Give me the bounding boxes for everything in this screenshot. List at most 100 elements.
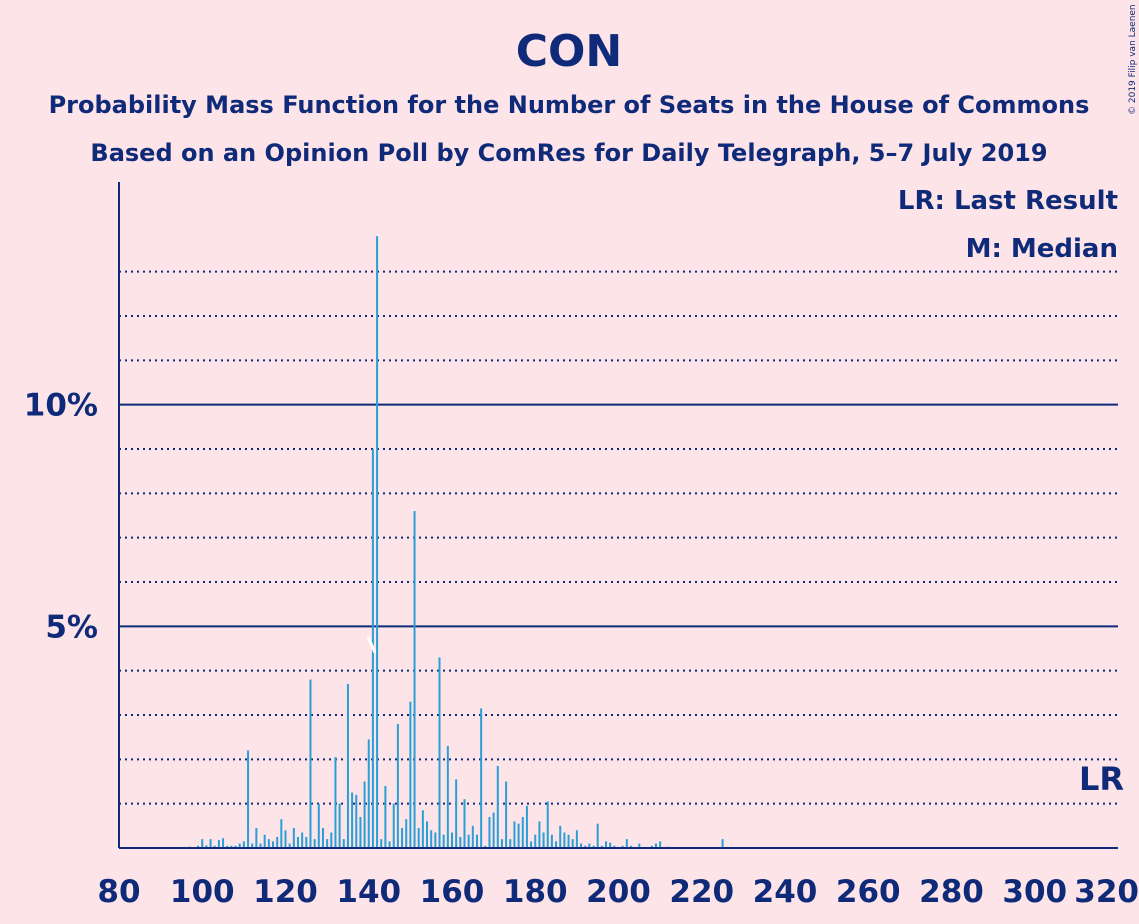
bar-seat-123 xyxy=(296,836,299,848)
bar-seat-178 xyxy=(525,805,528,848)
bar-seat-107 xyxy=(230,845,233,848)
bar-seat-140 xyxy=(367,739,370,848)
bar-seat-117 xyxy=(272,841,275,848)
bar-seat-149 xyxy=(405,819,408,848)
bar-seat-201 xyxy=(621,845,624,848)
bar-seat-131 xyxy=(330,832,333,848)
bar-seat-169 xyxy=(488,816,491,848)
bar-seat-158 xyxy=(442,834,445,848)
bar-seat-116 xyxy=(267,839,270,848)
bar-seat-193 xyxy=(588,843,591,848)
legend-median: M: Median xyxy=(966,234,1118,264)
bar-seat-154 xyxy=(426,821,429,848)
bar-seat-194 xyxy=(592,845,595,848)
bar-seat-133 xyxy=(338,803,341,848)
bar-seat-209 xyxy=(654,843,657,848)
bar-seat-119 xyxy=(280,819,283,848)
bar-seat-187 xyxy=(563,832,566,848)
bar-seat-100 xyxy=(201,839,204,848)
bar-seat-153 xyxy=(421,810,424,848)
chart-subtitle-1: Probability Mass Function for the Number… xyxy=(49,91,1090,119)
bar-seat-177 xyxy=(521,816,524,848)
bar-seat-208 xyxy=(650,845,653,848)
legend-last-result: LR: Last Result xyxy=(898,186,1118,216)
bar-seat-225 xyxy=(721,839,724,848)
bar-seat-163 xyxy=(463,799,466,848)
last-result-label: LR xyxy=(1079,760,1124,798)
bar-seat-165 xyxy=(471,825,474,848)
x-tick-label: 200 xyxy=(586,874,651,910)
bar-seat-134 xyxy=(342,839,345,848)
bar-seat-199 xyxy=(613,845,616,848)
bar-seat-181 xyxy=(538,821,541,848)
bar-seat-180 xyxy=(534,834,537,848)
y-tick-label: 5% xyxy=(45,609,98,645)
bar-seat-159 xyxy=(446,746,449,848)
bar-seat-108 xyxy=(234,845,237,848)
bar-seat-128 xyxy=(317,803,320,848)
y-tick-label: 10% xyxy=(24,388,98,424)
bar-seat-167 xyxy=(480,708,483,848)
bars xyxy=(180,236,724,849)
bar-seat-125 xyxy=(305,836,308,848)
bar-seat-161 xyxy=(455,779,458,848)
bar-seat-174 xyxy=(509,839,512,848)
bar-seat-138 xyxy=(359,816,362,848)
bar-seat-189 xyxy=(571,839,574,848)
bar-seat-173 xyxy=(505,781,508,848)
bar-seat-190 xyxy=(575,830,578,848)
bar-seat-142 xyxy=(376,236,379,848)
x-tick-label: 240 xyxy=(753,874,818,910)
bar-seat-135 xyxy=(346,683,349,848)
bar-seat-171 xyxy=(496,765,499,848)
bar-seat-114 xyxy=(259,843,262,848)
x-tick-label: 180 xyxy=(503,874,568,910)
bar-seat-136 xyxy=(351,792,354,848)
bar-seat-150 xyxy=(409,701,412,848)
bar-seat-121 xyxy=(288,843,291,848)
y-tick-labels: 5% 10% xyxy=(24,388,98,646)
bar-seat-175 xyxy=(513,821,516,848)
bar-seat-192 xyxy=(584,845,587,848)
bar-seat-112 xyxy=(251,843,254,848)
bar-seat-157 xyxy=(438,657,441,848)
bar-seat-124 xyxy=(301,832,304,848)
bar-seat-152 xyxy=(417,828,420,848)
bar-seat-120 xyxy=(284,830,287,848)
bar-seat-210 xyxy=(659,841,662,848)
x-tick-label: 120 xyxy=(253,874,318,910)
bar-seat-118 xyxy=(276,836,279,848)
bar-seat-143 xyxy=(380,839,383,848)
bar-seat-122 xyxy=(292,828,295,848)
bar-seat-144 xyxy=(384,785,387,848)
copyright-credit: © 2019 Filip van Laenen xyxy=(1128,4,1138,115)
bar-seat-203 xyxy=(629,845,632,848)
bar-seat-129 xyxy=(321,828,324,848)
bar-seat-113 xyxy=(255,828,258,848)
bar-seat-191 xyxy=(580,843,583,848)
x-tick-label: 80 xyxy=(97,874,140,910)
bar-seat-103 xyxy=(213,845,216,848)
bar-seat-101 xyxy=(205,845,208,848)
bar-seat-196 xyxy=(600,845,603,848)
bar-seat-139 xyxy=(363,781,366,848)
bar-seat-162 xyxy=(459,836,462,848)
chart-title: CON xyxy=(516,26,623,77)
bar-seat-197 xyxy=(605,841,608,848)
x-tick-label: 220 xyxy=(669,874,734,910)
bar-seat-155 xyxy=(430,830,433,848)
bar-seat-115 xyxy=(263,834,266,848)
bar-seat-185 xyxy=(555,841,558,848)
bar-seat-164 xyxy=(467,834,470,848)
bar-seat-160 xyxy=(451,832,453,848)
x-tick-label: 280 xyxy=(919,874,984,910)
bar-seat-166 xyxy=(475,834,478,848)
bar-seat-147 xyxy=(396,723,399,848)
bar-seat-99 xyxy=(197,845,200,848)
bar-seat-202 xyxy=(625,839,628,848)
bar-seat-148 xyxy=(401,828,404,848)
x-tick-label: 300 xyxy=(1002,874,1067,910)
bar-seat-168 xyxy=(484,845,487,848)
bar-seat-132 xyxy=(334,757,337,848)
